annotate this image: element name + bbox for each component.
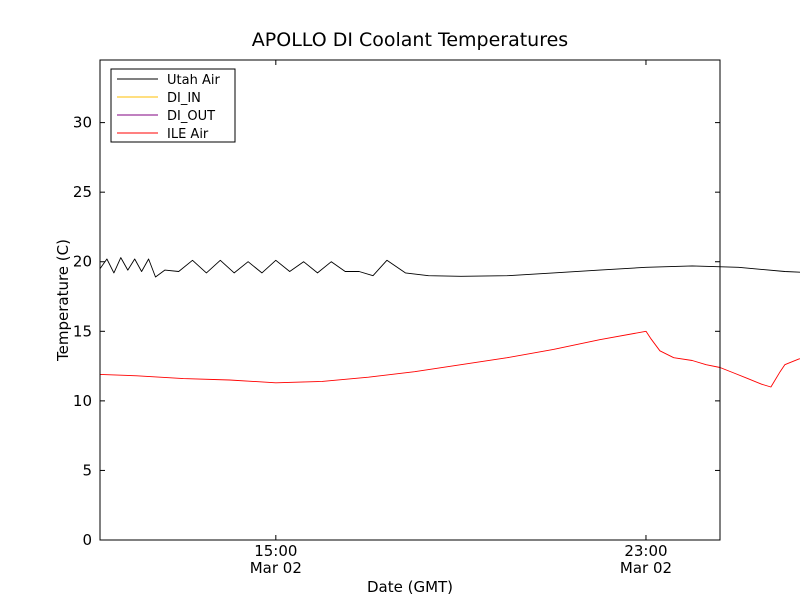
- x-axis-label: Date (GMT): [367, 578, 453, 596]
- series-line-utah-air: [99, 257, 800, 278]
- legend: Utah Air DI_IN DI_OUT ILE Air: [110, 68, 236, 143]
- y-tick-label: 10: [73, 392, 92, 410]
- legend-label: DI_IN: [167, 91, 201, 106]
- x-tick-label-date: Mar 02: [250, 559, 302, 577]
- series-layer: [99, 257, 800, 388]
- legend-label: DI_OUT: [167, 109, 215, 124]
- legend-label: ILE Air: [167, 127, 209, 142]
- y-tick-label: 15: [73, 322, 92, 340]
- legend-label: Utah Air: [167, 73, 220, 88]
- x-tick-label-time: 15:00: [254, 542, 297, 560]
- series-line-ile-air: [99, 330, 800, 388]
- plot-frame: [99, 59, 721, 541]
- y-axis-label: Temperature (C): [54, 239, 72, 362]
- x-tick-label-time: 23:00: [624, 542, 667, 560]
- y-tick-label: 0: [82, 531, 92, 549]
- y-tick-label: 25: [73, 183, 92, 201]
- y-tick-label: 20: [73, 253, 92, 271]
- y-tick-label: 5: [82, 461, 92, 479]
- chart-title: APOLLO DI Coolant Temperatures: [252, 29, 568, 51]
- y-axis: 0 5 10 15 20 25 30: [73, 114, 720, 549]
- legend-box: [110, 68, 236, 143]
- y-tick-label: 30: [73, 114, 92, 132]
- x-tick-label-date: Mar 02: [620, 559, 672, 577]
